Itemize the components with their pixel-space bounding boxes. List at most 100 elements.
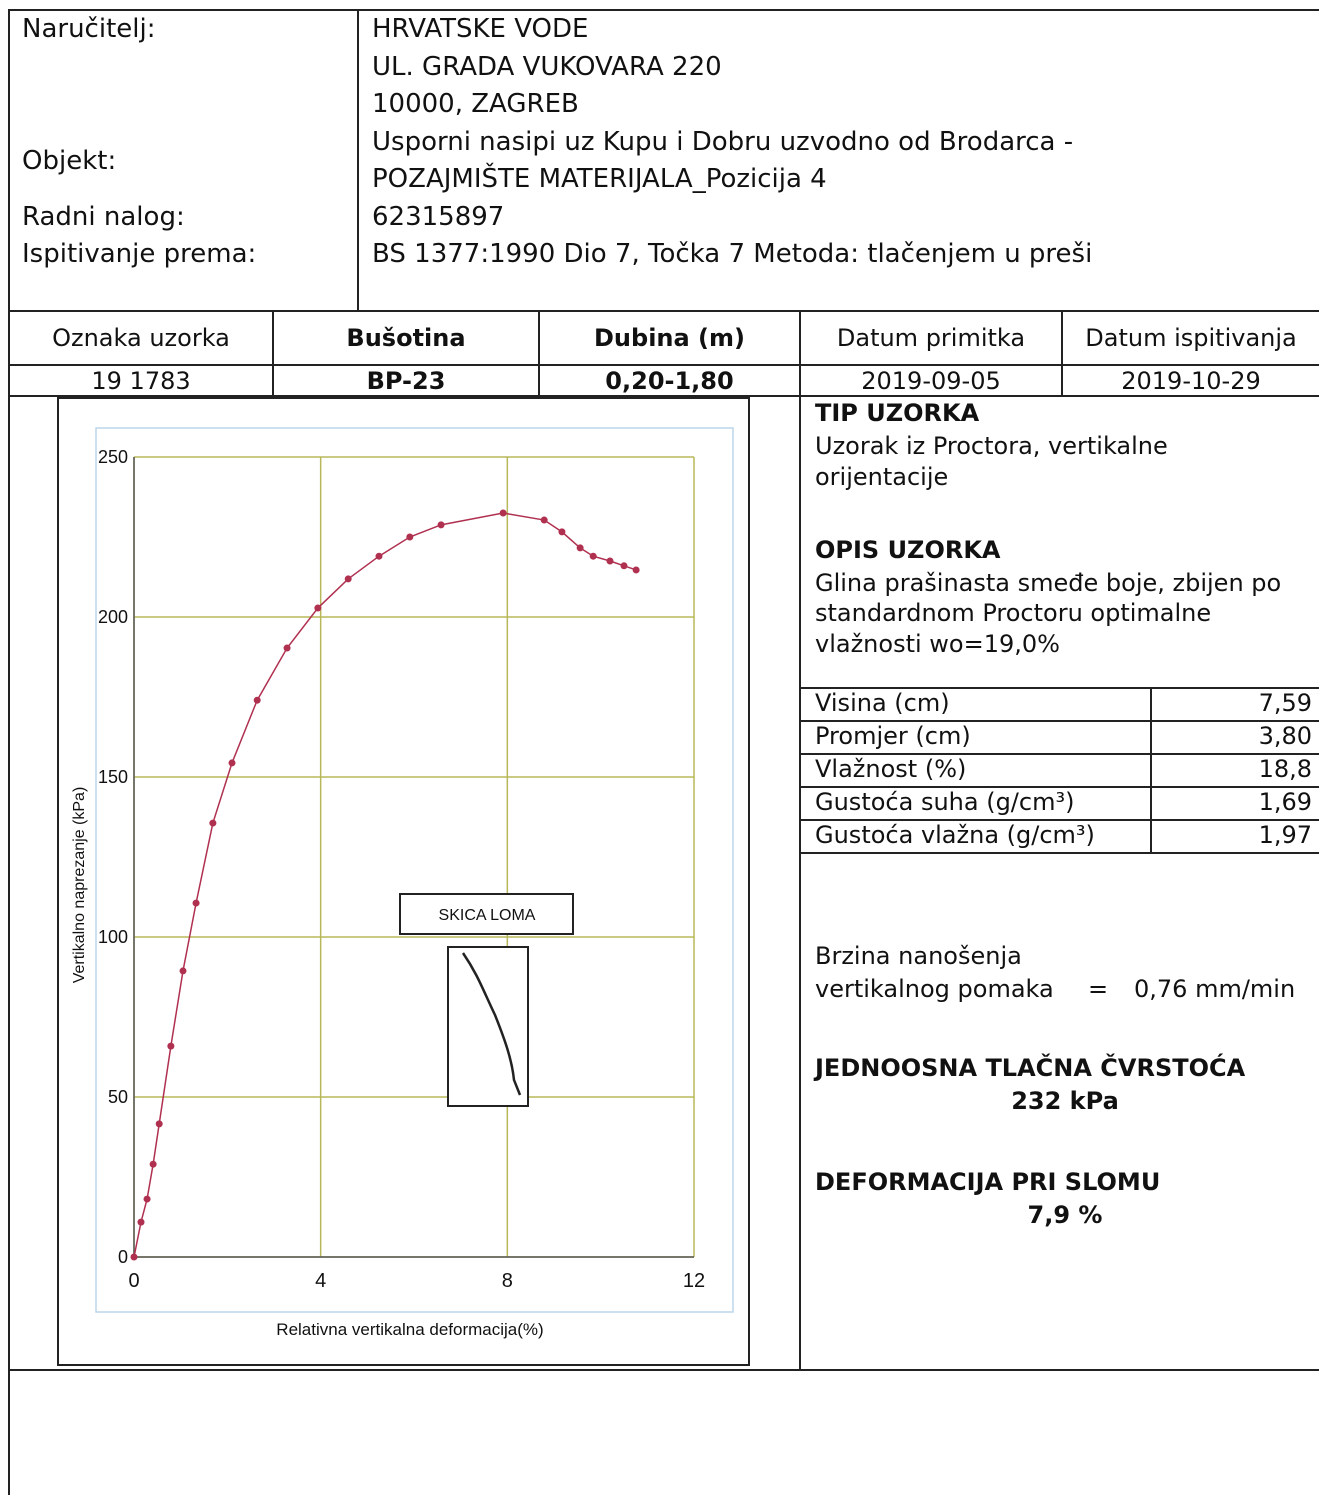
border: [8, 364, 1319, 366]
th: Oznaka uzorka: [52, 324, 230, 352]
result: 232 kPa: [1011, 1087, 1119, 1115]
text: Uzorak iz Proctora, vertikalne: [815, 432, 1168, 460]
property-value: 18,8: [1258, 755, 1312, 783]
data-point: [589, 552, 597, 560]
border: [1150, 687, 1152, 852]
data-point: [558, 528, 566, 536]
value: HRVATSKE VODE: [372, 14, 589, 44]
property-value: 3,80: [1258, 722, 1312, 750]
border: [800, 687, 1319, 689]
property-value: 1,97: [1258, 821, 1312, 849]
value: POZAJMIŠTE MATERIJALA_Pozicija 4: [372, 164, 827, 194]
border: [800, 786, 1319, 788]
data-point: [314, 604, 322, 612]
value: Usporni nasipi uz Kupu i Dobru uzvodno o…: [372, 127, 1074, 157]
border: [357, 9, 359, 311]
data-point: [375, 552, 383, 560]
plot-frame: [95, 427, 734, 1313]
td: BP-23: [366, 367, 446, 395]
data-point: [540, 516, 548, 524]
annotation-box: [399, 893, 574, 935]
text: Brzina nanošenja: [815, 942, 1022, 970]
property-value: 7,59: [1258, 689, 1312, 717]
chart-frame: [57, 397, 750, 1366]
border: [272, 310, 274, 396]
sketch-box: [447, 946, 529, 1107]
data-point: [228, 759, 236, 767]
td: 2019-10-29: [1121, 367, 1261, 395]
text: Glina prašinasta smeđe boje, zbijen po: [815, 569, 1282, 597]
border: [538, 310, 540, 396]
th: Datum ispitivanja: [1085, 324, 1297, 352]
property-name: Promjer (cm): [815, 722, 971, 750]
th: Bušotina: [346, 324, 466, 352]
th: Datum primitka: [836, 324, 1026, 352]
x-axis-label: Relativna vertikalna deformacija(%): [276, 1320, 543, 1339]
data-point: [606, 557, 614, 565]
th: Dubina (m): [594, 324, 745, 352]
data-point: [130, 1253, 138, 1261]
border: [800, 720, 1319, 722]
y-tick-label: 100: [98, 927, 128, 947]
data-point: [179, 967, 187, 975]
data-point: [406, 533, 414, 541]
td: 2019-09-05: [861, 367, 1001, 395]
border: [800, 852, 1319, 854]
text: vlažnosti wo=19,0%: [815, 630, 1060, 658]
data-point: [167, 1042, 175, 1050]
text: orijentacije: [815, 463, 949, 491]
data-point: [253, 696, 261, 704]
text: standardnom Proctoru optimalne: [815, 599, 1212, 627]
y-tick-label: 200: [98, 607, 128, 627]
td: 0,20-1,80: [605, 367, 734, 395]
y-tick-label: 50: [108, 1087, 128, 1107]
data-point: [576, 544, 584, 552]
y-tick-label: 250: [98, 447, 128, 467]
label: Ispitivanje prema:: [22, 239, 257, 269]
border: [8, 395, 1319, 397]
data-point: [632, 566, 640, 574]
y-tick-label: 150: [98, 767, 128, 787]
border: [800, 819, 1319, 821]
property-name: Vlažnost (%): [815, 755, 967, 783]
border: [8, 9, 10, 1495]
y-axis-label: Vertikalno naprezanje (kPa): [71, 787, 88, 984]
text: vertikalnog pomaka: [815, 975, 1054, 1003]
property-name: Visina (cm): [815, 689, 950, 717]
data-line: [133, 512, 637, 1258]
property-name: Gustoća vlažna (g/cm³): [815, 821, 1095, 849]
x-tick-label: 8: [502, 1270, 513, 1292]
label: Radni nalog:: [22, 202, 185, 232]
heading: DEFORMACIJA PRI SLOMU: [815, 1168, 1161, 1196]
border: [8, 1369, 1319, 1371]
value: 62315897: [372, 202, 505, 232]
heading: TIP UZORKA: [815, 399, 980, 427]
x-tick-label: 12: [683, 1270, 705, 1292]
data-point: [283, 644, 291, 652]
data-point: [437, 521, 445, 529]
data-point: [192, 899, 200, 907]
border: [799, 310, 801, 1371]
border: [1061, 310, 1063, 396]
x-tick-label: 4: [315, 1270, 326, 1292]
failure-sketch: [461, 952, 522, 1096]
label: Objekt:: [22, 146, 117, 176]
data-point: [499, 509, 507, 517]
property-name: Gustoća suha (g/cm³): [815, 788, 1075, 816]
value: BS 1377:1990 Dio 7, Točka 7 Metoda: tlač…: [372, 239, 1093, 269]
border: [8, 9, 1319, 11]
data-point: [143, 1195, 151, 1203]
data-point: [155, 1120, 163, 1128]
data-point: [620, 562, 628, 570]
border: [8, 310, 1319, 312]
data-point: [344, 575, 352, 583]
text: =: [1088, 975, 1109, 1003]
annotation: SKICA LOMA: [439, 907, 536, 924]
data-point: [209, 819, 217, 827]
data-point: [137, 1218, 145, 1226]
td: 19 1783: [91, 367, 191, 395]
heading: JEDNOOSNA TLAČNA ČVRSTOĆA: [815, 1054, 1246, 1082]
property-value: 1,69: [1258, 788, 1312, 816]
y-tick-label: 0: [118, 1247, 128, 1267]
